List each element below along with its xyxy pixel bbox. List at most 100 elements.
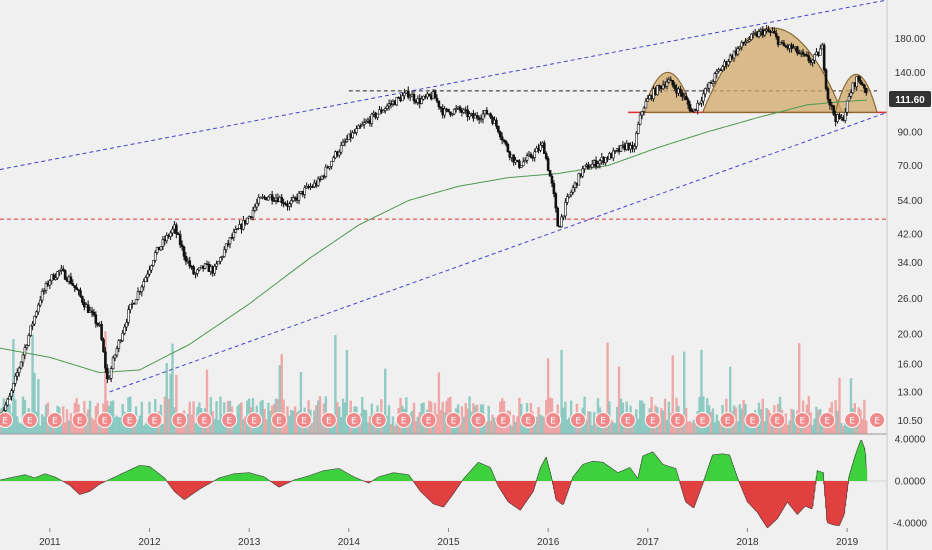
- earnings-marker[interactable]: E: [545, 412, 562, 428]
- price-tick-label: 70.00: [897, 161, 922, 172]
- earnings-marker[interactable]: E: [196, 412, 213, 428]
- earnings-marker[interactable]: E: [21, 412, 38, 428]
- candle-body: [633, 146, 636, 150]
- candle-body: [71, 283, 75, 286]
- candle-body: [587, 164, 590, 170]
- volume-bar: [253, 422, 257, 434]
- earnings-marker[interactable]: E: [594, 412, 611, 428]
- volume-bar: [742, 400, 745, 434]
- earnings-marker[interactable]: E: [844, 412, 861, 428]
- earnings-marker[interactable]: E: [295, 412, 312, 428]
- earnings-marker[interactable]: E: [619, 412, 636, 428]
- channel-line-1: [109, 111, 888, 393]
- earnings-marker[interactable]: E: [495, 412, 512, 428]
- earnings-marker[interactable]: E: [121, 412, 138, 428]
- earnings-marker[interactable]: E: [320, 412, 337, 428]
- earnings-marker[interactable]: E: [395, 412, 412, 428]
- candle-body: [773, 31, 776, 34]
- candle-body: [451, 113, 454, 116]
- candle-body: [359, 125, 362, 128]
- earnings-marker[interactable]: E: [246, 412, 263, 428]
- volume-bar: [652, 425, 655, 434]
- volume-bar: [638, 400, 642, 434]
- time-tick-label: 2012: [138, 537, 161, 548]
- volume-bar: [683, 351, 686, 434]
- volume-bar: [416, 416, 420, 434]
- earnings-marker[interactable]: E: [445, 412, 462, 428]
- earnings-marker[interactable]: E: [71, 412, 88, 428]
- candle-body: [48, 280, 52, 286]
- earnings-marker[interactable]: E: [271, 412, 288, 428]
- earnings-marker[interactable]: E: [470, 412, 487, 428]
- time-tick-label: 2015: [437, 537, 460, 548]
- volume-bar: [167, 398, 170, 434]
- earnings-marker[interactable]: E: [0, 412, 13, 428]
- volume-bar: [740, 408, 743, 434]
- volume-bar: [453, 425, 456, 434]
- candle-body: [192, 266, 195, 275]
- candle-body: [362, 122, 366, 125]
- candle-body: [824, 69, 828, 89]
- earnings-marker[interactable]: E: [869, 412, 886, 428]
- volume-bar: [186, 413, 190, 434]
- earnings-marker[interactable]: E: [370, 412, 387, 428]
- volume-bar: [293, 406, 297, 434]
- candle-body: [245, 217, 249, 224]
- candle-body: [435, 97, 439, 102]
- volume-bar: [587, 411, 590, 434]
- candle-body: [353, 132, 356, 134]
- candle-body: [332, 157, 335, 162]
- svg-text:E: E: [376, 417, 382, 427]
- volume-bar: [704, 421, 707, 434]
- volume-bar: [40, 414, 44, 434]
- earnings-marker[interactable]: E: [221, 412, 238, 428]
- volume-bar: [759, 409, 763, 434]
- earnings-marker[interactable]: E: [520, 412, 537, 428]
- candle-body: [826, 88, 830, 100]
- volume-bar: [612, 422, 615, 434]
- svg-text:E: E: [102, 417, 108, 427]
- volume-bar: [631, 422, 634, 434]
- candle-body: [635, 133, 638, 147]
- earnings-marker[interactable]: E: [719, 412, 736, 428]
- volume-bar: [661, 410, 665, 434]
- candle-body: [27, 335, 31, 346]
- earnings-marker[interactable]: E: [744, 412, 761, 428]
- earnings-marker[interactable]: E: [694, 412, 711, 428]
- earnings-marker[interactable]: E: [345, 412, 362, 428]
- volume-bar: [65, 409, 69, 434]
- volume-bar: [431, 424, 435, 434]
- candle-body: [219, 257, 222, 262]
- earnings-marker[interactable]: E: [669, 412, 686, 428]
- earnings-marker[interactable]: E: [171, 412, 188, 428]
- candle-body: [251, 210, 255, 218]
- candle-body: [23, 347, 27, 356]
- candle-body: [360, 124, 364, 127]
- earnings-marker[interactable]: E: [420, 412, 437, 428]
- candle-body: [90, 310, 94, 313]
- candle-body: [77, 289, 80, 292]
- candle-body: [330, 160, 333, 167]
- earnings-marker[interactable]: E: [794, 412, 811, 428]
- time-axis: 2011 2012 2013 2014 2015 2016 2017 2018 2019: [39, 528, 859, 548]
- volume-bar: [213, 418, 216, 434]
- candle-body: [792, 47, 795, 50]
- candle-body: [194, 273, 197, 275]
- candle-body: [35, 311, 38, 317]
- candle-body: [257, 197, 261, 204]
- svg-text:E: E: [77, 417, 83, 427]
- volume-bar: [713, 422, 717, 434]
- svg-text:E: E: [775, 417, 781, 427]
- earnings-marker[interactable]: E: [819, 412, 836, 428]
- earnings-marker[interactable]: E: [769, 412, 786, 428]
- earnings-marker[interactable]: E: [96, 412, 113, 428]
- svg-text:E: E: [426, 417, 432, 427]
- volume-bar: [518, 397, 521, 434]
- candle-body: [644, 101, 648, 109]
- earnings-marker[interactable]: E: [644, 412, 661, 428]
- volume-bar: [92, 419, 96, 434]
- candle-body: [489, 113, 492, 118]
- earnings-marker[interactable]: E: [146, 412, 163, 428]
- earnings-marker[interactable]: E: [46, 412, 63, 428]
- earnings-marker[interactable]: E: [570, 412, 587, 428]
